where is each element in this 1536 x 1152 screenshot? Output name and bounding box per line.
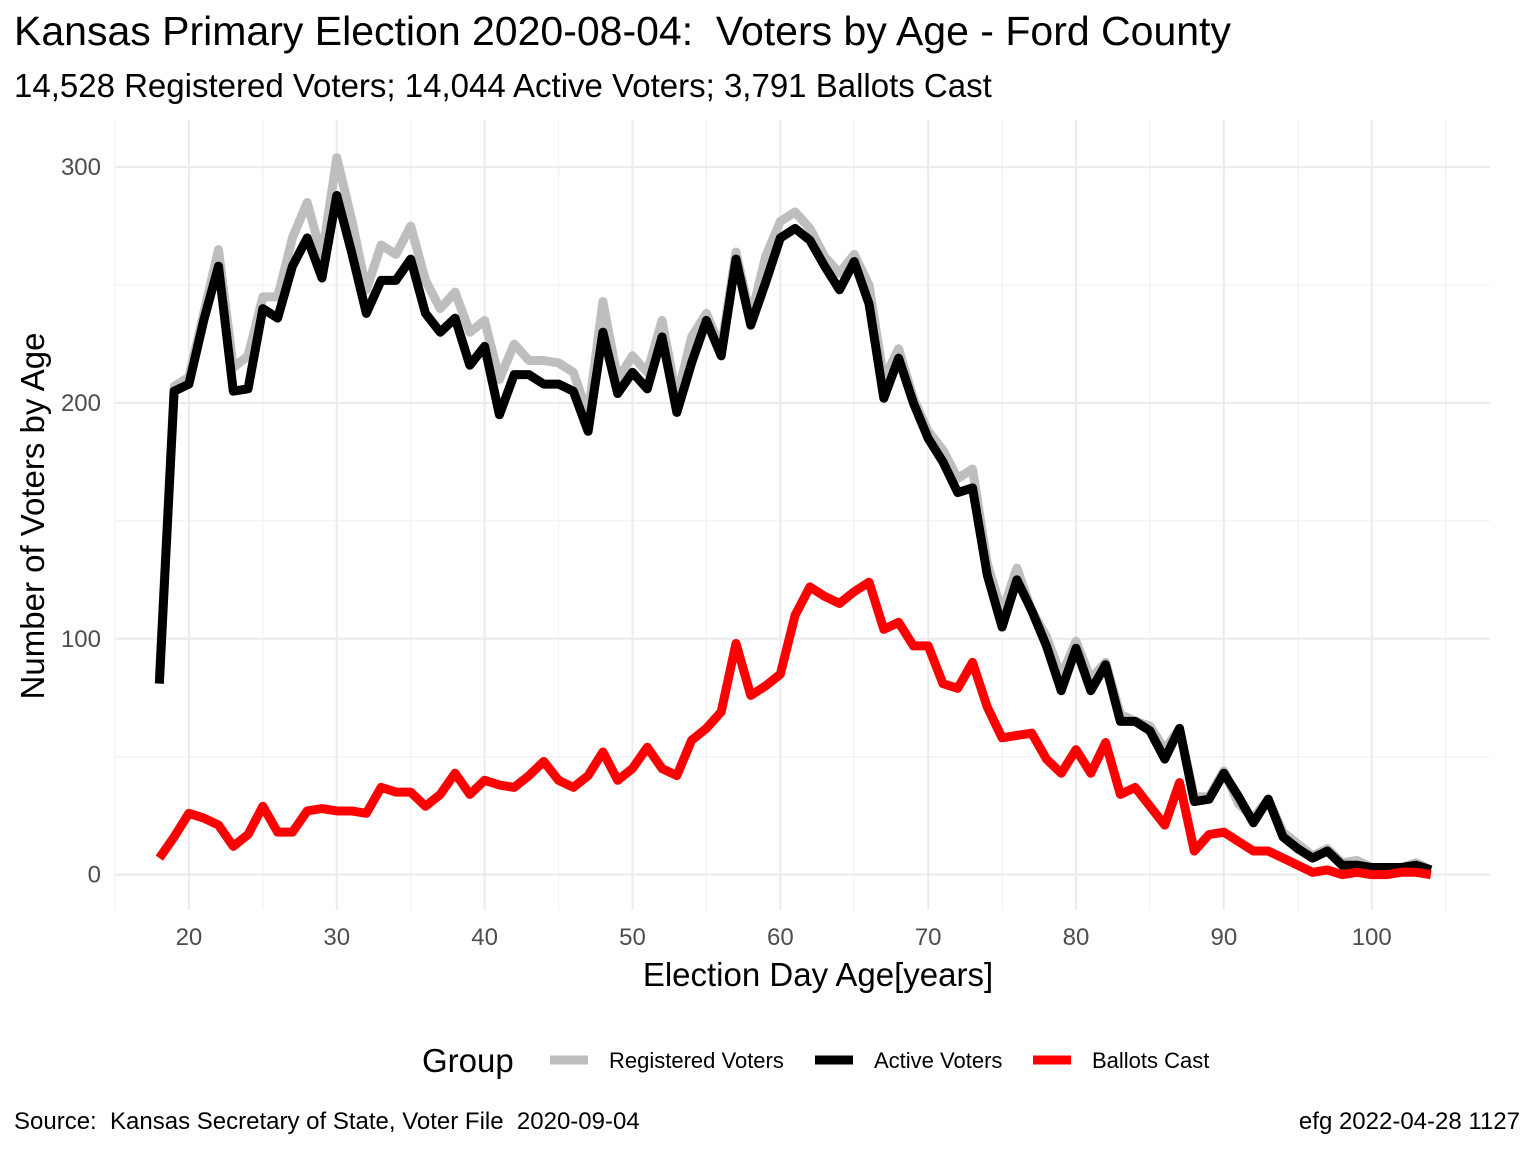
y-axis-title: Number of Voters by Age bbox=[14, 333, 51, 700]
y-tick-label: 300 bbox=[61, 154, 101, 181]
series-lines bbox=[154, 153, 1433, 880]
x-tick-label: 90 bbox=[1211, 924, 1238, 951]
legend-item: Registered Voters bbox=[550, 1048, 784, 1073]
legend-item: Active Voters bbox=[815, 1048, 1002, 1073]
y-tick-label: 100 bbox=[61, 626, 101, 653]
x-axis-title: Election Day Age[years] bbox=[643, 956, 993, 993]
legend-label: Ballots Cast bbox=[1092, 1048, 1209, 1073]
series-line-ballots-cast bbox=[155, 577, 1432, 880]
legend-label: Active Voters bbox=[874, 1048, 1002, 1073]
x-axis-tick-labels: 20 30 40 50 60 70 80 90 100 bbox=[176, 924, 1392, 951]
source-caption: Source: Kansas Secretary of State, Voter… bbox=[14, 1108, 640, 1135]
legend-item: Ballots Cast bbox=[1033, 1048, 1209, 1073]
major-gridlines bbox=[115, 120, 1490, 910]
x-tick-label: 30 bbox=[323, 924, 350, 951]
chart-title: Kansas Primary Election 2020-08-04: Vote… bbox=[14, 8, 1231, 54]
y-axis-tick-labels: 0 100 200 300 bbox=[61, 154, 101, 888]
x-tick-label: 100 bbox=[1352, 924, 1392, 951]
x-tick-label: 70 bbox=[915, 924, 942, 951]
legend: Group Registered Voters Active Voters Ball… bbox=[422, 1042, 1209, 1079]
legend-label: Registered Voters bbox=[609, 1048, 784, 1073]
chart-subtitle: 14,528 Registered Voters; 14,044 Active … bbox=[14, 67, 992, 104]
x-tick-label: 50 bbox=[619, 924, 646, 951]
x-tick-label: 40 bbox=[471, 924, 498, 951]
credit-caption: efg 2022-04-28 1127 bbox=[1298, 1108, 1520, 1135]
x-tick-label: 60 bbox=[767, 924, 794, 951]
y-tick-label: 0 bbox=[88, 862, 101, 889]
series-line-active-voters bbox=[154, 190, 1433, 875]
y-tick-label: 200 bbox=[61, 390, 101, 417]
x-tick-label: 20 bbox=[176, 924, 203, 951]
legend-title: Group bbox=[422, 1042, 514, 1079]
x-tick-label: 80 bbox=[1063, 924, 1090, 951]
